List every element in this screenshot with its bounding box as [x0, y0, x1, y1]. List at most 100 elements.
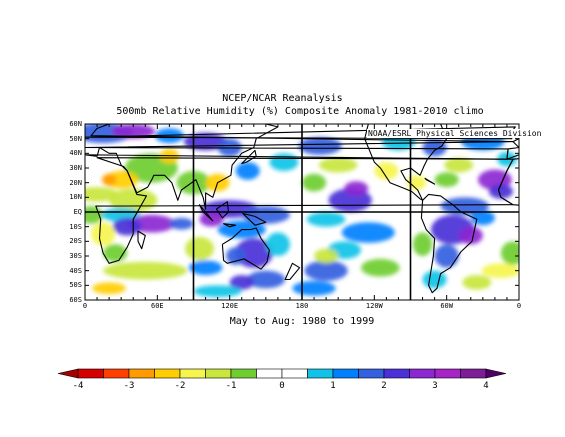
anomaly-blob	[422, 270, 447, 289]
anomaly-blob	[188, 260, 223, 276]
anomaly-blob	[318, 157, 358, 173]
anomaly-blob	[374, 162, 399, 180]
lon-label: 0	[82, 302, 88, 310]
anomaly-blob	[304, 260, 348, 281]
anomaly-blob	[481, 263, 519, 278]
anomaly-blob	[246, 270, 286, 289]
credit-label: NOAA/ESRL Physical Sciences Division	[367, 129, 543, 138]
anomaly-blob	[154, 128, 184, 144]
anomaly-blob	[269, 153, 299, 171]
colorbar-swatch	[409, 368, 436, 379]
colorbar-tick-label: -3	[123, 381, 135, 391]
lon-label: 60E	[151, 302, 164, 310]
island-coastline	[284, 262, 301, 281]
colorbar-swatch	[460, 368, 487, 379]
colorbar-tick-label: 0	[279, 381, 285, 391]
anomaly-blob	[229, 275, 254, 290]
anomaly-blob	[101, 173, 117, 186]
colorbar-swatch	[230, 368, 257, 379]
colorbar-low-triangle	[57, 368, 79, 379]
africa-coastline	[95, 157, 514, 264]
anomaly-blob	[185, 236, 214, 261]
colorbar-swatch	[179, 368, 206, 379]
anomaly-blob	[235, 162, 260, 180]
anomaly-blob	[458, 226, 483, 245]
lat-label: 10S	[69, 222, 82, 231]
date-range-label: May to Aug: 1980 to 1999	[229, 316, 375, 327]
lat-label: 40N	[69, 149, 82, 158]
axis-ticks	[84, 123, 520, 301]
anomaly-blob	[169, 217, 194, 230]
colorbar-swatch	[154, 368, 181, 379]
gridlines	[85, 124, 519, 300]
island-coastline	[198, 204, 214, 222]
island-coastline	[424, 177, 436, 185]
colorbar-tick-label: 3	[432, 381, 438, 391]
anomaly-blob	[341, 222, 395, 243]
lon-label: 0	[516, 302, 522, 310]
north-america-coastline	[364, 124, 448, 201]
colorbar-swatch	[77, 368, 104, 379]
anomaly-blob	[292, 280, 336, 296]
anomaly-blob	[234, 238, 274, 268]
australia-coastline	[221, 227, 270, 270]
colorbar-swatch	[281, 368, 308, 379]
lat-label: 60S	[69, 296, 82, 304]
anomaly-blob	[462, 275, 492, 290]
island-coastline	[223, 223, 237, 228]
anomaly-blob	[302, 173, 327, 192]
eurasia-coastline	[85, 124, 514, 210]
anomaly-blob	[159, 148, 180, 164]
colorbar-high-triangle	[485, 368, 507, 379]
anomaly-blob	[265, 232, 290, 256]
lat-label: 50S	[69, 281, 82, 290]
colorbar-swatch	[383, 368, 410, 379]
lon-label: 180	[295, 302, 309, 310]
anomaly-blob	[112, 217, 142, 236]
anomaly-blob	[361, 258, 400, 277]
lat-label: 30N	[69, 164, 82, 172]
anomaly-blob	[500, 241, 519, 265]
anomaly-blob	[111, 124, 155, 139]
anomaly-blob	[103, 261, 188, 280]
colorbar-tick-label: 4	[483, 381, 489, 391]
anomaly-blob	[91, 222, 116, 246]
colorbar-swatch	[307, 368, 334, 379]
anomaly-blob	[422, 138, 447, 157]
colorbar	[57, 368, 507, 379]
lon-label: 60W	[440, 302, 453, 310]
colorbar-swatch	[358, 368, 385, 379]
map-title: NCEP/NCAR Reanalysis	[222, 93, 343, 104]
colorbar-swatch	[205, 368, 232, 379]
colorbar-tick-label: -2	[174, 381, 186, 391]
island-coastline	[137, 230, 146, 250]
anomaly-blob	[488, 184, 513, 199]
anomaly-blob	[434, 244, 459, 268]
colorbar-tick-label: 1	[330, 381, 336, 391]
lat-label: 60N	[69, 120, 82, 128]
lat-label: 50N	[69, 134, 82, 143]
anomaly-blob	[226, 247, 246, 265]
map-subtitle-variable: 500mb Relative Humidity (%) Composite An…	[116, 106, 484, 117]
island-coastline	[241, 149, 257, 165]
lon-label: 120W	[365, 302, 383, 310]
south-america-coastline	[420, 193, 478, 294]
anomaly-blob	[440, 197, 489, 215]
colorbar-swatch	[434, 368, 461, 379]
anomaly-blob	[412, 232, 433, 256]
anomaly-blob	[434, 172, 459, 188]
anomaly-blob	[444, 157, 474, 173]
anomaly-blob	[314, 248, 339, 264]
lat-label: 30S	[69, 252, 82, 260]
anomaly-blob	[306, 212, 346, 227]
anomaly-blob	[241, 206, 290, 224]
island-coastline	[242, 212, 267, 226]
anomaly-blob	[92, 282, 126, 295]
colorbar-swatch	[256, 368, 283, 379]
lat-label: 20N	[69, 178, 82, 187]
anomaly-blob	[193, 285, 242, 298]
colorbar-tick-label: -4	[72, 381, 84, 391]
anomaly-blob	[344, 181, 369, 196]
colorbar-tick-label: -1	[225, 381, 237, 391]
